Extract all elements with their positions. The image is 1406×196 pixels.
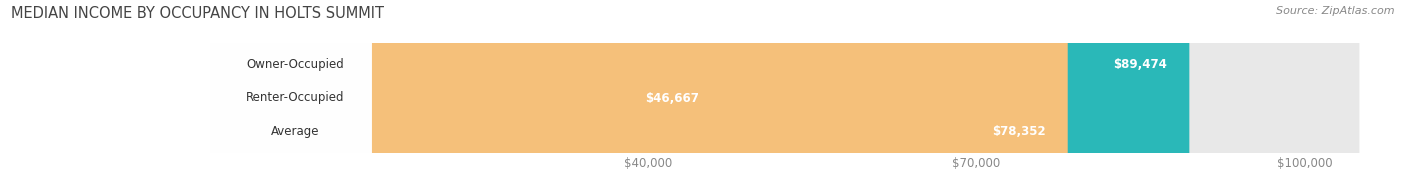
Text: MEDIAN INCOME BY OCCUPANCY IN HOLTS SUMMIT: MEDIAN INCOME BY OCCUPANCY IN HOLTS SUMM…	[11, 6, 384, 21]
Text: Owner-Occupied: Owner-Occupied	[246, 58, 344, 71]
FancyBboxPatch shape	[204, 0, 371, 196]
FancyBboxPatch shape	[204, 0, 371, 196]
Text: $78,352: $78,352	[993, 125, 1046, 138]
FancyBboxPatch shape	[211, 0, 1360, 196]
Text: Average: Average	[271, 125, 319, 138]
FancyBboxPatch shape	[204, 0, 371, 196]
FancyBboxPatch shape	[211, 0, 1067, 196]
Text: Source: ZipAtlas.com: Source: ZipAtlas.com	[1277, 6, 1395, 16]
Text: $46,667: $46,667	[645, 92, 699, 104]
FancyBboxPatch shape	[211, 0, 1189, 196]
FancyBboxPatch shape	[211, 0, 1360, 196]
Text: Renter-Occupied: Renter-Occupied	[246, 92, 344, 104]
Text: $89,474: $89,474	[1114, 58, 1167, 71]
FancyBboxPatch shape	[211, 0, 721, 196]
FancyBboxPatch shape	[211, 0, 1360, 196]
